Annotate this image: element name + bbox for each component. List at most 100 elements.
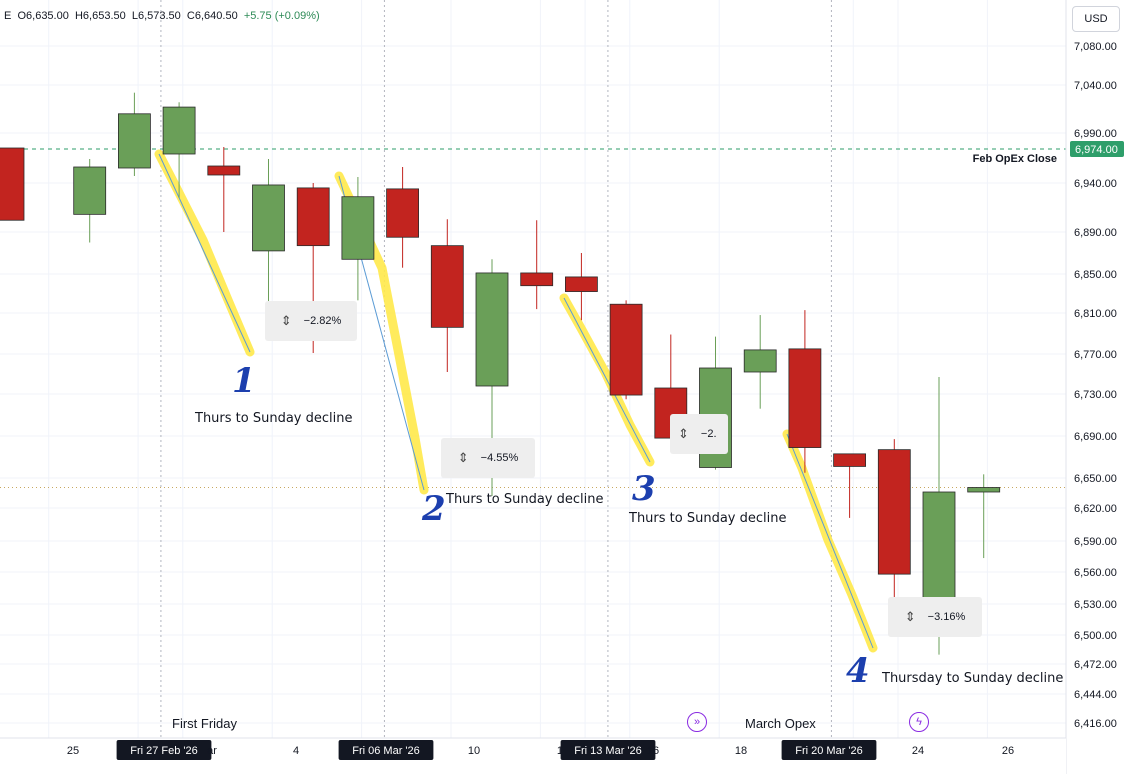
x-tick-label: 18 (735, 745, 747, 757)
candle (565, 253, 598, 321)
change-value: +5.75 (+0.09%) (243, 10, 320, 22)
replay-icon[interactable]: » (687, 712, 707, 732)
y-tick-label: 6,940.00 (1074, 178, 1117, 190)
candle (341, 177, 375, 301)
y-tick-label: 6,810.00 (1074, 308, 1117, 320)
first-friday-label: First Friday (172, 716, 237, 731)
candle-body (565, 276, 598, 292)
measure-label-3[interactable]: ⇕ −2. (670, 414, 728, 454)
candle-body (73, 166, 107, 215)
y-tick-label: 6,620.00 (1074, 503, 1117, 515)
measure-label-4[interactable]: ⇕ −3.16% (888, 597, 982, 637)
y-tick-label: 6,890.00 (1074, 227, 1117, 239)
y-tick-label: 6,530.00 (1074, 599, 1117, 611)
candle (743, 315, 777, 409)
candle (118, 92, 151, 176)
annotation-text-1: Thurs to Sunday decline (195, 411, 353, 426)
annotation-text-4: Thursday to Sunday decline (882, 671, 1064, 686)
candle-body (967, 487, 1001, 493)
candle (252, 159, 285, 302)
candle-body (118, 113, 151, 169)
march-opex-label: March Opex (745, 716, 816, 731)
y-tick-label: 6,990.00 (1074, 128, 1117, 140)
x-tick-label: Fri 06 Mar '26 (352, 745, 420, 757)
x-tick-label: Fri 13 Mar '26 (574, 745, 642, 757)
candle-body (430, 245, 464, 328)
close-value: C6,640.50 (186, 10, 238, 22)
measure-value: −4.55% (480, 452, 519, 464)
vertical-range-icon: ⇕ (457, 450, 469, 465)
candle (207, 147, 241, 232)
ref-price-label: 6,974.00 (1075, 144, 1118, 156)
vertical-range-icon: ⇕ (678, 426, 689, 441)
measure-value: −2. (700, 428, 717, 440)
candle-body (833, 453, 866, 467)
y-tick-label: 6,416.00 (1074, 718, 1117, 730)
x-tick-highlight (116, 740, 212, 760)
x-tick-label: Fri 20 Mar '26 (795, 745, 863, 757)
candle (0, 147, 25, 221)
candle (833, 453, 866, 518)
candle-body (0, 147, 25, 221)
candle-body (162, 106, 196, 155)
y-tick-label: 6,730.00 (1074, 389, 1117, 401)
candle (475, 259, 509, 496)
candle-body (386, 188, 420, 238)
y-tick-label: 6,472.00 (1074, 659, 1117, 671)
x-tick-highlight (781, 740, 877, 760)
candle (609, 300, 643, 400)
x-tick-label: 10 (468, 745, 480, 757)
x-tick-label: ar (207, 745, 217, 757)
y-tick-label: 6,590.00 (1074, 536, 1117, 548)
low-value: L6,573.50 (131, 10, 181, 22)
candle-body (788, 348, 822, 448)
x-tick-label: 4 (293, 745, 299, 757)
x-tick-label: 24 (912, 745, 924, 757)
trend-line-1 (158, 153, 251, 353)
candle (967, 474, 1001, 559)
candle-body (252, 184, 285, 252)
measure-value: −2.82% (303, 315, 342, 327)
trend-line-3 (563, 297, 651, 463)
y-tick-label: 6,444.00 (1074, 689, 1117, 701)
candle-body (609, 303, 643, 396)
candle (877, 439, 911, 613)
measure-label-2[interactable]: ⇕ −4.55% (441, 438, 535, 478)
candle-body (743, 349, 777, 373)
trend-line-4 (786, 433, 874, 649)
vertical-range-icon: ⇕ (280, 313, 292, 328)
x-tick-highlight (338, 740, 434, 760)
open-value: O6,635.00 (17, 10, 69, 22)
currency-button[interactable]: USD (1072, 6, 1120, 32)
flash-icon[interactable]: ϟ (909, 712, 929, 732)
measure-label-1[interactable]: ⇕ −2.82% (265, 301, 357, 341)
candle (430, 219, 464, 372)
x-tick-label: Fri 27 Feb '26 (130, 745, 198, 757)
vertical-range-icon: ⇕ (904, 609, 916, 624)
candle-body (475, 272, 509, 387)
annotation-number-1: 1 (232, 361, 256, 401)
x-tick-highlight (560, 740, 656, 760)
candle (386, 167, 420, 268)
annotation-number-4: 4 (846, 651, 870, 691)
y-tick-label: 6,500.00 (1074, 630, 1117, 642)
y-tick-label: 6,850.00 (1074, 269, 1117, 281)
x-tick-label: 25 (67, 745, 79, 757)
candle (162, 102, 196, 198)
price-axis-bg (1066, 0, 1134, 774)
candle-body (877, 449, 911, 575)
candle (788, 310, 822, 473)
annotation-number-2: 2 (422, 489, 446, 529)
annotation-text-2: Thurs to Sunday decline (446, 492, 604, 507)
y-tick-label: 7,080.00 (1074, 41, 1117, 53)
y-tick-label: 6,690.00 (1074, 431, 1117, 443)
candles (0, 92, 1001, 655)
candle-body (296, 187, 330, 247)
y-tick-label: 7,040.00 (1074, 80, 1117, 92)
symbol-tail: E (4, 10, 12, 22)
ref-price-badge (1070, 141, 1124, 157)
y-tick-label: 6,650.00 (1074, 473, 1117, 485)
candle (520, 220, 554, 310)
candle (73, 159, 107, 243)
